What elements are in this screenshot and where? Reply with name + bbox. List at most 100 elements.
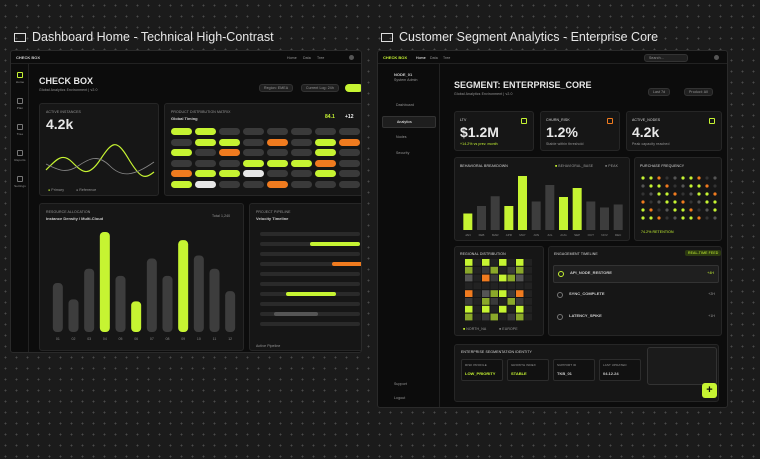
heatmap [465,259,532,321]
action-button[interactable] [345,84,361,92]
heat-cell [499,313,507,321]
timeline-item: API_NODE_RESTORE +4H [553,265,719,283]
legend-item: ● Reference [76,188,97,192]
nav-icon[interactable] [17,98,23,104]
heat-cell [465,259,473,266]
kpi-card: ACTIVE_NODES 4.2k Peak capacity reached [626,111,722,151]
region-select[interactable]: Region: EMEA [259,84,294,92]
legend-text: BEHAVIORAL_BASE [558,164,594,168]
avatar[interactable] [349,55,354,60]
nav-link[interactable]: Home [287,56,297,60]
nav-icon[interactable] [17,72,23,78]
timeline-card: ENGAGEMENT TIMELINE REAL-TIME FEED API_N… [548,246,722,336]
nav-item[interactable]: Logout [394,396,406,400]
avatar[interactable] [714,55,719,60]
heat-cell [473,274,481,282]
matrix-cell [339,159,360,167]
kpi-label: ACTIVE_NODES [632,118,661,122]
field-value: LOW_PRIORITY [465,371,496,376]
top-bar: CHECK BOX Home Data Tree [11,51,361,64]
heat-cell [507,290,515,297]
dot [665,192,669,196]
task-bar [310,242,360,246]
nav-link[interactable]: Data [303,56,311,60]
range-select[interactable]: Last 7d [648,88,671,96]
search[interactable]: Search... [644,54,688,62]
kpi-value: 4.2k [46,116,74,132]
nav-icon[interactable] [17,124,23,130]
heat-cell [507,266,515,274]
heat-cell [524,259,532,266]
card-label: PURCHASE FREQUENCY [640,164,685,168]
nav-item[interactable]: Plan [16,106,24,110]
nav-item[interactable]: Dashboard [396,103,415,107]
timeline-title: API_NODE_RESTORE [570,270,612,275]
x-label: JAN [465,233,471,237]
heat-cell [516,290,524,297]
fab[interactable]: + [702,383,717,398]
nav-icon[interactable] [17,150,23,156]
heat-cell [524,298,532,305]
purchase-card: PURCHASE FREQUENCY 74.2% RETENTION [634,157,722,241]
dot [673,184,677,188]
nav-item[interactable]: Nodes [396,135,407,139]
page-subtitle: Global Analytics Environment | v2.0 [39,88,98,92]
heat-cell [524,305,532,313]
matrix-cell [243,138,264,146]
heat-cell [482,274,490,282]
dot [649,184,653,188]
matrix-cell [219,138,240,146]
nav-link[interactable]: Home [416,56,426,60]
matrix-cell [195,159,216,167]
nav-item[interactable]: Security [396,151,410,155]
matrix-cell [171,149,192,156]
brand: CHECK BOX [16,55,41,60]
legend-text: NORTH_NA [466,327,487,331]
log-select[interactable]: Current Log: 24h [301,84,339,92]
matrix-cell [339,149,360,156]
nav-item[interactable]: Reports [14,158,26,162]
heat-cell [473,298,481,305]
field-label: GROWTH INDEX [511,363,536,367]
card-label: PRODUCT DISTRIBUTION MATRIX [171,110,231,114]
nav-link[interactable]: Tree [443,56,451,60]
x-label: 11 [213,337,217,341]
card-label: REGIONAL DISTRIBUTION [460,252,506,256]
x-label: SEP [574,233,580,237]
kpi-note: +14.2% vs prev. month [460,142,498,146]
dot [649,216,653,220]
stat: 84.1 [325,114,335,120]
x-label: JUL [547,233,553,237]
nav-item[interactable]: Tree [16,132,24,136]
nav-item[interactable]: Support [394,382,407,386]
nav-item[interactable]: Home [15,80,25,84]
x-label: 05 [119,337,123,341]
dot [657,176,661,180]
nav-link[interactable]: Data [430,56,438,60]
legend-item: ● Primary [48,188,65,192]
matrix-cell [195,149,216,156]
dot [641,208,645,212]
kpi-value: 4.2k [632,124,660,140]
heat-cell [516,305,524,313]
caption: Dashboard Home - Technical High-Contrast [14,30,274,44]
heat-cell [507,298,515,305]
bar [225,291,236,332]
x-label: 03 [87,337,91,341]
nav-icon[interactable] [17,176,23,182]
footer: Active Pipeline [256,344,281,348]
nav-item[interactable]: Analytics [382,116,436,128]
bar [531,201,541,230]
nav-link[interactable]: Tree [317,56,325,60]
heat-cell [465,266,473,274]
matrix-cell [195,170,216,177]
matrix-cell [315,138,336,146]
x-label: APR [506,233,513,237]
field-value: STABLE [511,371,527,376]
timeline-item: LATENCY_SPIKE +1H [553,309,719,327]
heat-cell [490,259,498,266]
product-select[interactable]: Product: All [684,88,713,96]
nav-item[interactable]: Settings [14,184,26,188]
dot [665,184,669,188]
bar [518,176,527,230]
